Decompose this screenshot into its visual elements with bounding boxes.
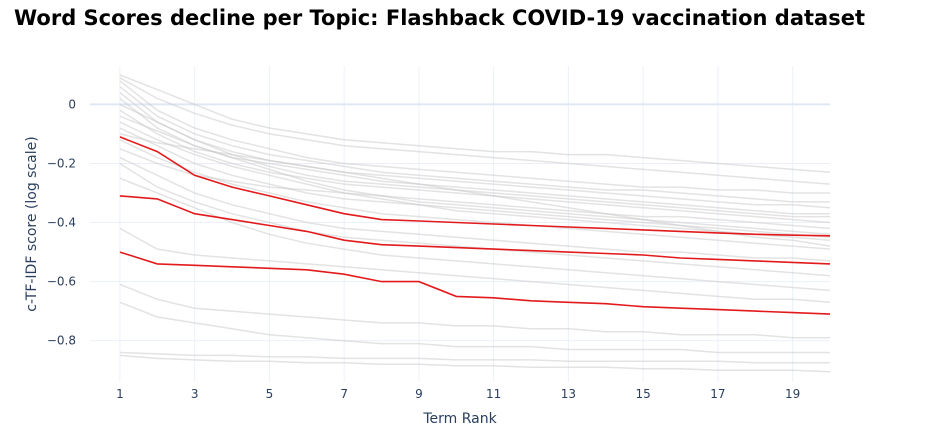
series-line-bg-14 <box>119 148 831 230</box>
series-line-bg-6 <box>119 97 830 215</box>
series-line-topic-b <box>119 195 831 265</box>
x-axis-title: Term Rank <box>422 411 497 427</box>
series-line-bg-18 <box>119 227 831 304</box>
x-tick-label: 13 <box>561 387 576 401</box>
series-line-bg-20 <box>119 301 830 354</box>
x-tick-label: 3 <box>191 387 199 401</box>
series-line-bg-19 <box>119 283 830 339</box>
y-tick-label: −0.6 <box>47 275 76 289</box>
x-tick-label: 5 <box>266 387 274 401</box>
series-line-bg-1 <box>119 74 831 174</box>
series-line-bg-12 <box>119 133 831 247</box>
x-tick-label: 17 <box>710 387 725 401</box>
series-line-bg-4 <box>119 86 830 203</box>
x-tick-label: 19 <box>785 387 800 401</box>
gridlines <box>90 66 830 382</box>
series-line-bg-2 <box>119 77 831 185</box>
x-tick-label: 11 <box>486 387 501 401</box>
series-line-bg-17 <box>119 177 831 292</box>
series-line-bg-9 <box>119 115 831 236</box>
x-tick-label: 1 <box>116 387 124 401</box>
x-tick-label: 15 <box>635 387 650 401</box>
series-line-bg-3 <box>119 80 830 194</box>
y-axis-title: c-TF-IDF score (log scale) <box>24 136 40 311</box>
x-tick-label: 9 <box>415 387 423 401</box>
y-tick-label: −0.2 <box>47 156 76 170</box>
series-line-bg-21 <box>119 351 830 364</box>
highlight-series-lines <box>119 136 831 315</box>
y-tick-labels: 0 −0.2 −0.4 −0.6 −0.8 <box>47 97 76 347</box>
series-line-bg-15 <box>119 156 831 262</box>
series-line-bg-22 <box>119 354 831 373</box>
series-line-bg-11 <box>119 127 831 239</box>
y-tick-label: −0.8 <box>47 334 76 348</box>
series-line-bg-13 <box>119 139 831 250</box>
y-tick-label: −0.4 <box>47 216 76 230</box>
series-line-bg-7 <box>119 103 830 218</box>
x-tick-labels: 1 3 5 7 9 11 13 15 17 19 <box>116 387 800 401</box>
series-line-topic-c <box>119 251 831 315</box>
series-line-bg-5 <box>119 92 831 209</box>
series-line-bg-8 <box>119 109 831 224</box>
y-tick-label: 0 <box>68 97 76 111</box>
chart-title: Word Scores decline per Topic: Flashback… <box>14 6 865 30</box>
series-line-topic-a <box>119 136 831 237</box>
background-series-lines <box>119 74 831 373</box>
x-tick-label: 7 <box>340 387 348 401</box>
